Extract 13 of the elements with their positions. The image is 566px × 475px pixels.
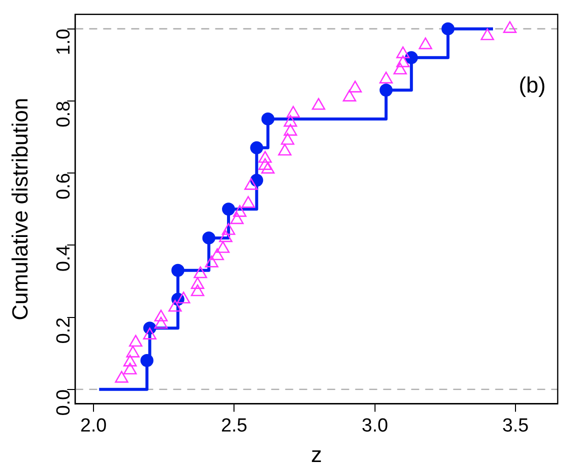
x-tick-label: 2.0 bbox=[80, 415, 107, 436]
y-tick-label: 0.6 bbox=[53, 173, 74, 200]
y-tick-label: 0.2 bbox=[53, 317, 74, 344]
y-tick-label: 0.4 bbox=[53, 244, 74, 272]
y-tick-label: 0.8 bbox=[53, 100, 74, 128]
x-axis-title: z bbox=[310, 442, 322, 467]
x-tick-label: 2.5 bbox=[220, 415, 248, 436]
y-axis-title: Cumulative distribution bbox=[7, 98, 32, 320]
y-tick-label: 0.0 bbox=[53, 389, 74, 416]
annotation: (b) bbox=[518, 72, 546, 98]
y-tick-label: 1.0 bbox=[53, 28, 74, 56]
x-tick-label: 3.0 bbox=[362, 415, 388, 436]
x-tick-label: 3.5 bbox=[502, 415, 529, 436]
